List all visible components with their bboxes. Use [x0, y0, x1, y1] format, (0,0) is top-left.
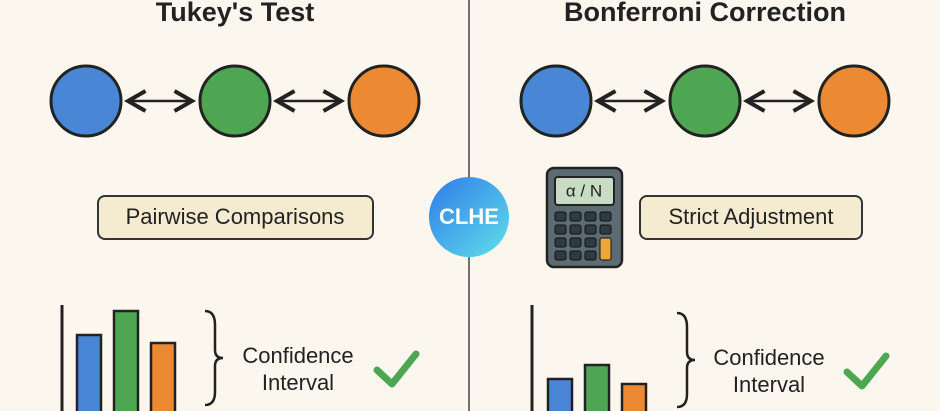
label-box — [639, 195, 863, 240]
left-panel: Tukey's Test Pairwise Comparisons Confid… — [49, 0, 421, 411]
check-mark — [843, 352, 890, 390]
note-text: Interval — [262, 370, 334, 395]
note-text: Confidence — [713, 345, 824, 370]
note-text: Interval — [733, 372, 805, 397]
brace — [676, 311, 696, 409]
calculator-key — [584, 211, 597, 222]
group-circle — [668, 64, 742, 138]
group-circle — [817, 64, 891, 138]
label-text: Pairwise Comparisons — [126, 204, 345, 229]
group-circle — [49, 64, 123, 138]
group-circle — [519, 64, 593, 138]
check-mark — [373, 350, 420, 388]
calculator-key — [569, 224, 582, 235]
label-box — [97, 195, 374, 240]
bar-icon — [583, 363, 611, 411]
calculator-display — [554, 176, 615, 206]
calculator-key — [584, 250, 597, 261]
brace — [204, 309, 224, 407]
calculator-key — [569, 211, 582, 222]
bar-icon — [75, 333, 103, 411]
calculator-key — [599, 224, 612, 235]
calculator-key — [584, 237, 597, 248]
calculator-key — [599, 211, 612, 222]
display-text: α / N — [566, 181, 602, 200]
calculator-key — [599, 237, 612, 261]
calculator-key — [554, 211, 567, 222]
logo-text: CLHE — [439, 204, 499, 229]
panel-title: Bonferroni Correction — [564, 0, 846, 27]
right-panel: Bonferroni Correction α / N Strict Adjus… — [519, 0, 891, 411]
note-text: Confidence — [242, 343, 353, 368]
calculator-key — [584, 224, 597, 235]
bar-icon — [149, 341, 177, 411]
logo: CLHE — [429, 177, 509, 257]
label-text: Strict Adjustment — [668, 204, 833, 229]
calculator-key — [569, 250, 582, 261]
bar-icon — [546, 377, 574, 411]
calculator: α / N — [545, 166, 624, 269]
logo-circle — [429, 177, 509, 257]
group-circle — [198, 64, 272, 138]
bar-icon — [112, 309, 140, 411]
calculator-key — [554, 250, 567, 261]
panel-title: Tukey's Test — [156, 0, 314, 27]
calculator-key — [554, 224, 567, 235]
bar-icon — [620, 382, 648, 411]
calculator-key — [554, 237, 567, 248]
calculator-key — [569, 237, 582, 248]
group-circle — [347, 64, 421, 138]
